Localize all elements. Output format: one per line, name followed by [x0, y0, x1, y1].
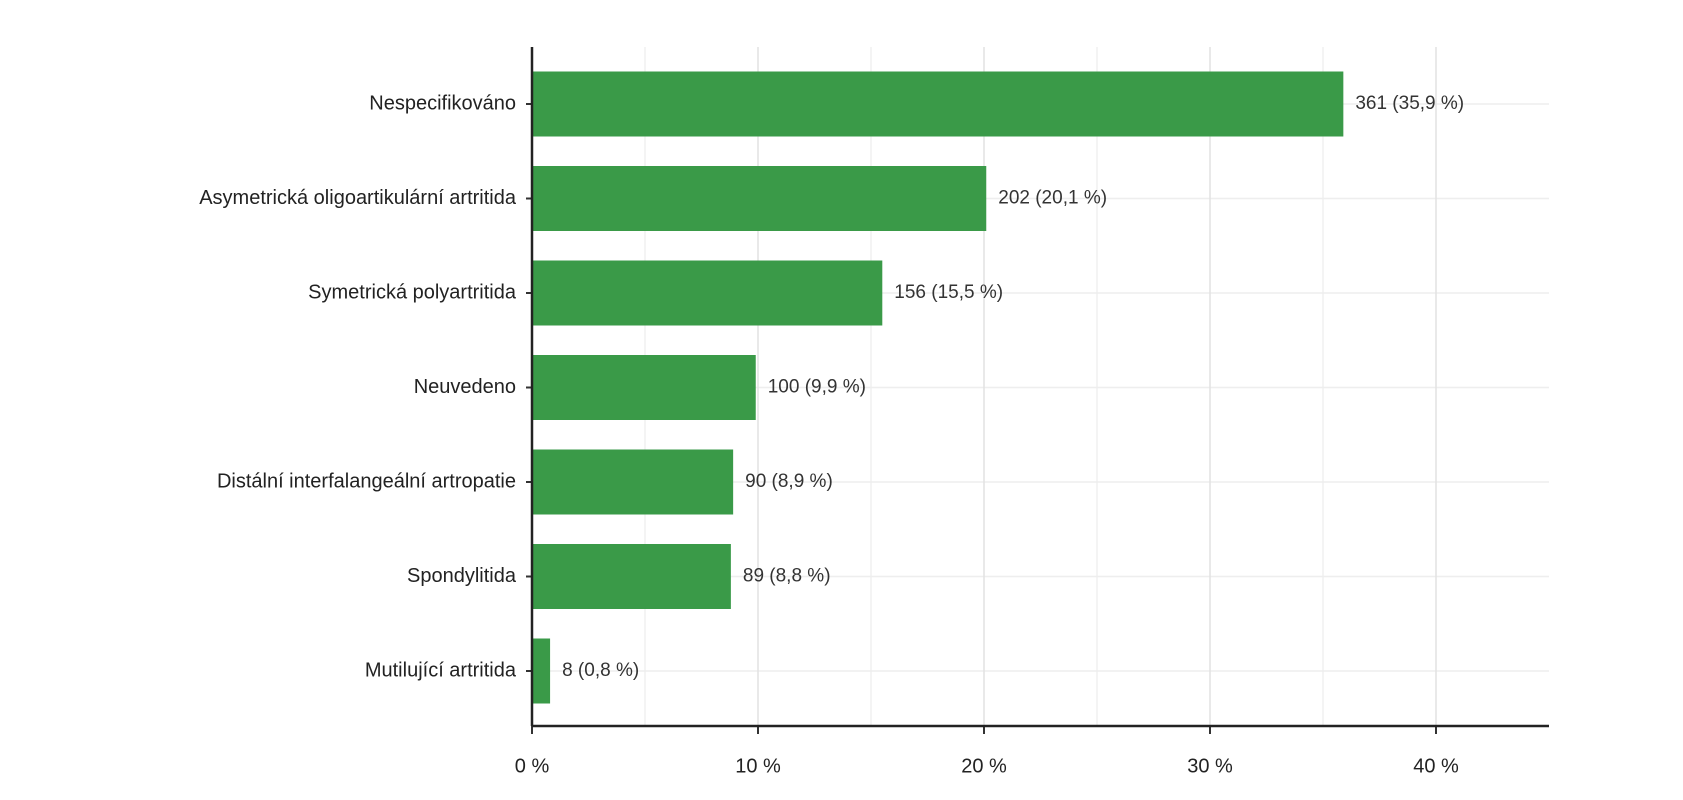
value-label: 8 (0,8 %) [562, 660, 639, 681]
x-tick-label: 10 % [735, 755, 781, 777]
x-tick-label: 20 % [961, 755, 1007, 777]
y-tick-label: Spondylitida [407, 565, 517, 587]
x-tick-label: 40 % [1413, 755, 1459, 777]
y-tick-label: Asymetrická oligoartikulární artritida [199, 187, 517, 209]
value-label: 100 (9,9 %) [768, 377, 866, 398]
bar [532, 166, 987, 231]
y-tick-label: Distální interfalangeální artropatie [217, 470, 516, 492]
bar [532, 260, 883, 326]
bar [532, 71, 1344, 137]
y-tick-label: Nespecifikováno [369, 92, 516, 114]
bar [532, 638, 551, 704]
bar [532, 449, 734, 515]
value-label: 202 (20,1 %) [998, 188, 1107, 209]
value-label: 89 (8,8 %) [743, 566, 831, 587]
y-tick-label: Neuvedeno [414, 376, 516, 398]
x-tick-label: 0 % [515, 755, 550, 777]
bar [532, 544, 731, 609]
bar [532, 355, 756, 420]
value-label: 361 (35,9 %) [1355, 93, 1464, 114]
y-tick-label: Mutilující artritida [365, 659, 517, 681]
value-label: 156 (15,5 %) [894, 282, 1003, 303]
y-tick-label: Symetrická polyartritida [308, 281, 517, 303]
value-label: 90 (8,9 %) [745, 471, 833, 492]
x-tick-label: 30 % [1187, 755, 1233, 777]
